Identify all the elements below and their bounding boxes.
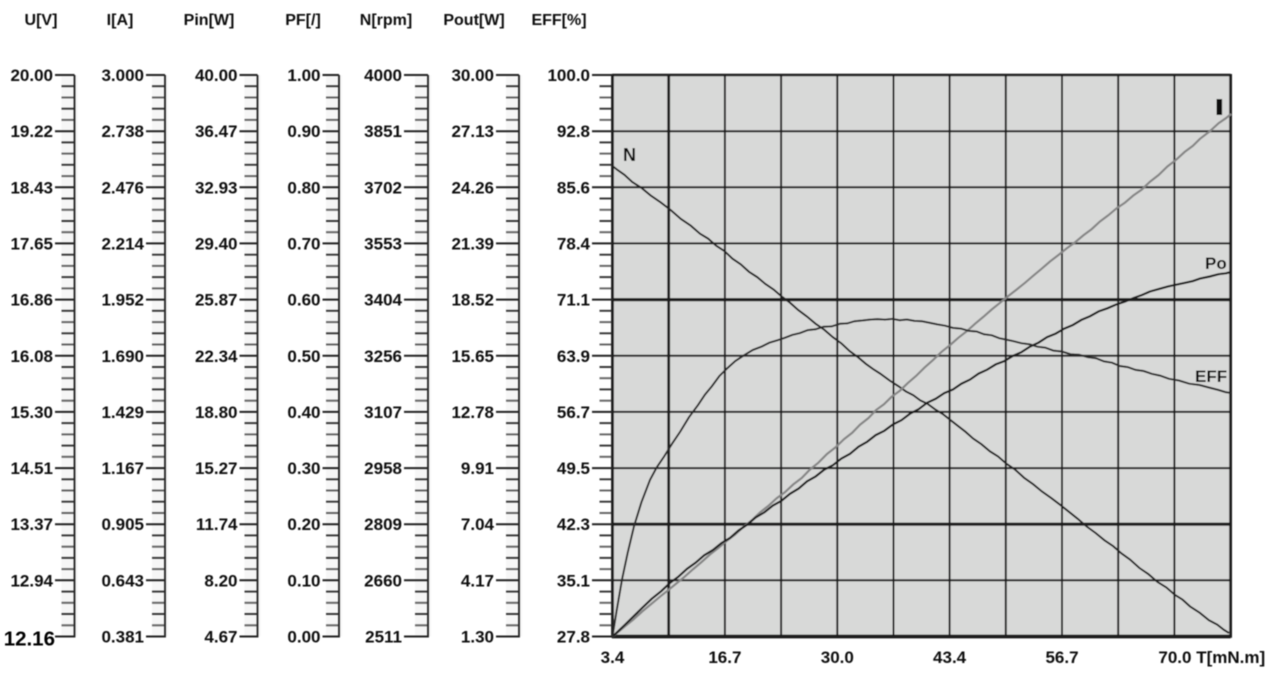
svg-text:16.08: 16.08 bbox=[10, 347, 53, 366]
svg-text:19.22: 19.22 bbox=[10, 122, 53, 141]
svg-text:PF[/]: PF[/] bbox=[285, 12, 321, 29]
svg-text:14.51: 14.51 bbox=[10, 459, 53, 478]
svg-text:3.4: 3.4 bbox=[601, 648, 625, 667]
svg-text:0.40: 0.40 bbox=[287, 403, 320, 422]
svg-text:11.74: 11.74 bbox=[196, 515, 238, 534]
svg-text:43.4: 43.4 bbox=[933, 648, 967, 667]
svg-text:2660: 2660 bbox=[364, 571, 402, 590]
svg-text:0.70: 0.70 bbox=[287, 234, 320, 253]
svg-text:40.00: 40.00 bbox=[195, 66, 238, 85]
svg-text:Po: Po bbox=[1205, 254, 1227, 273]
svg-text:22.34: 22.34 bbox=[195, 347, 238, 366]
svg-text:0.643: 0.643 bbox=[101, 571, 144, 590]
svg-text:42.3: 42.3 bbox=[557, 515, 590, 534]
svg-text:100.0: 100.0 bbox=[547, 66, 590, 85]
svg-text:0.50: 0.50 bbox=[287, 347, 320, 366]
svg-text:EFF: EFF bbox=[1195, 367, 1227, 386]
svg-text:U[V]: U[V] bbox=[25, 12, 58, 29]
svg-text:3851: 3851 bbox=[364, 122, 402, 141]
svg-text:0.80: 0.80 bbox=[287, 178, 320, 197]
svg-text:13.37: 13.37 bbox=[10, 515, 53, 534]
svg-text:0.90: 0.90 bbox=[287, 122, 320, 141]
svg-text:3107: 3107 bbox=[364, 403, 402, 422]
svg-text:N: N bbox=[623, 145, 636, 165]
svg-text:15.30: 15.30 bbox=[10, 403, 53, 422]
svg-text:20.00: 20.00 bbox=[10, 66, 53, 85]
svg-text:2.738: 2.738 bbox=[101, 122, 144, 141]
svg-text:36.47: 36.47 bbox=[195, 122, 238, 141]
svg-text:70.0 T[mN.m]: 70.0 T[mN.m] bbox=[1158, 648, 1265, 667]
svg-text:2958: 2958 bbox=[364, 459, 402, 478]
svg-text:32.93: 32.93 bbox=[195, 178, 238, 197]
svg-text:N[rpm]: N[rpm] bbox=[360, 12, 412, 29]
svg-text:15.27: 15.27 bbox=[195, 459, 238, 478]
svg-text:35.1: 35.1 bbox=[557, 571, 590, 590]
svg-text:0.00: 0.00 bbox=[287, 628, 320, 647]
svg-text:85.6: 85.6 bbox=[557, 178, 590, 197]
svg-text:2511: 2511 bbox=[365, 628, 402, 647]
svg-text:49.5: 49.5 bbox=[557, 459, 590, 478]
svg-text:4.67: 4.67 bbox=[204, 628, 237, 647]
svg-text:1.690: 1.690 bbox=[101, 347, 144, 366]
svg-text:3.000: 3.000 bbox=[101, 66, 144, 85]
svg-text:3256: 3256 bbox=[364, 347, 402, 366]
svg-text:3702: 3702 bbox=[364, 178, 402, 197]
svg-text:56.7: 56.7 bbox=[1045, 648, 1078, 667]
svg-text:1.952: 1.952 bbox=[101, 291, 144, 310]
svg-text:7.04: 7.04 bbox=[461, 515, 495, 534]
svg-text:78.4: 78.4 bbox=[557, 234, 591, 253]
svg-text:18.80: 18.80 bbox=[195, 403, 238, 422]
svg-text:12.94: 12.94 bbox=[10, 571, 53, 590]
svg-text:56.7: 56.7 bbox=[557, 403, 590, 422]
svg-text:12.78: 12.78 bbox=[451, 403, 494, 422]
svg-text:Pout[W]: Pout[W] bbox=[443, 12, 504, 29]
svg-text:2.214: 2.214 bbox=[101, 234, 144, 253]
svg-text:4.17: 4.17 bbox=[461, 571, 494, 590]
svg-text:2809: 2809 bbox=[364, 515, 402, 534]
svg-text:92.8: 92.8 bbox=[557, 122, 590, 141]
svg-text:3553: 3553 bbox=[364, 234, 402, 253]
svg-text:18.43: 18.43 bbox=[10, 178, 53, 197]
svg-text:2.476: 2.476 bbox=[101, 178, 144, 197]
svg-text:27.8: 27.8 bbox=[557, 628, 590, 647]
svg-text:16.7: 16.7 bbox=[708, 648, 741, 667]
svg-text:27.13: 27.13 bbox=[451, 122, 494, 141]
svg-text:16.86: 16.86 bbox=[10, 291, 53, 310]
svg-text:18.52: 18.52 bbox=[451, 291, 494, 310]
svg-text:0.20: 0.20 bbox=[287, 515, 320, 534]
svg-text:3404: 3404 bbox=[364, 291, 402, 310]
svg-text:0.10: 0.10 bbox=[287, 571, 320, 590]
svg-text:9.91: 9.91 bbox=[461, 459, 494, 478]
svg-text:1.429: 1.429 bbox=[101, 403, 144, 422]
svg-text:29.40: 29.40 bbox=[195, 234, 238, 253]
svg-text:30.00: 30.00 bbox=[451, 66, 494, 85]
svg-text:1.00: 1.00 bbox=[287, 66, 320, 85]
svg-text:25.87: 25.87 bbox=[195, 291, 238, 310]
svg-text:1.167: 1.167 bbox=[101, 459, 144, 478]
svg-text:0.60: 0.60 bbox=[287, 291, 320, 310]
svg-text:I[A]: I[A] bbox=[107, 12, 134, 29]
svg-text:12.16: 12.16 bbox=[4, 628, 55, 651]
svg-text:0.905: 0.905 bbox=[101, 515, 144, 534]
svg-text:71.1: 71.1 bbox=[557, 291, 590, 310]
svg-text:15.65: 15.65 bbox=[451, 347, 494, 366]
svg-text:21.39: 21.39 bbox=[451, 234, 494, 253]
svg-text:17.65: 17.65 bbox=[10, 234, 53, 253]
svg-text:1.30: 1.30 bbox=[461, 628, 494, 647]
svg-text:4000: 4000 bbox=[364, 66, 402, 85]
svg-text:0.381: 0.381 bbox=[101, 628, 144, 647]
svg-text:30.0: 30.0 bbox=[821, 648, 854, 667]
svg-text:24.26: 24.26 bbox=[451, 178, 494, 197]
svg-text:0.30: 0.30 bbox=[287, 459, 320, 478]
svg-text:EFF[%]: EFF[%] bbox=[531, 12, 586, 29]
svg-text:Pin[W]: Pin[W] bbox=[184, 12, 235, 29]
svg-text:8.20: 8.20 bbox=[204, 571, 237, 590]
svg-text:63.9: 63.9 bbox=[557, 347, 590, 366]
